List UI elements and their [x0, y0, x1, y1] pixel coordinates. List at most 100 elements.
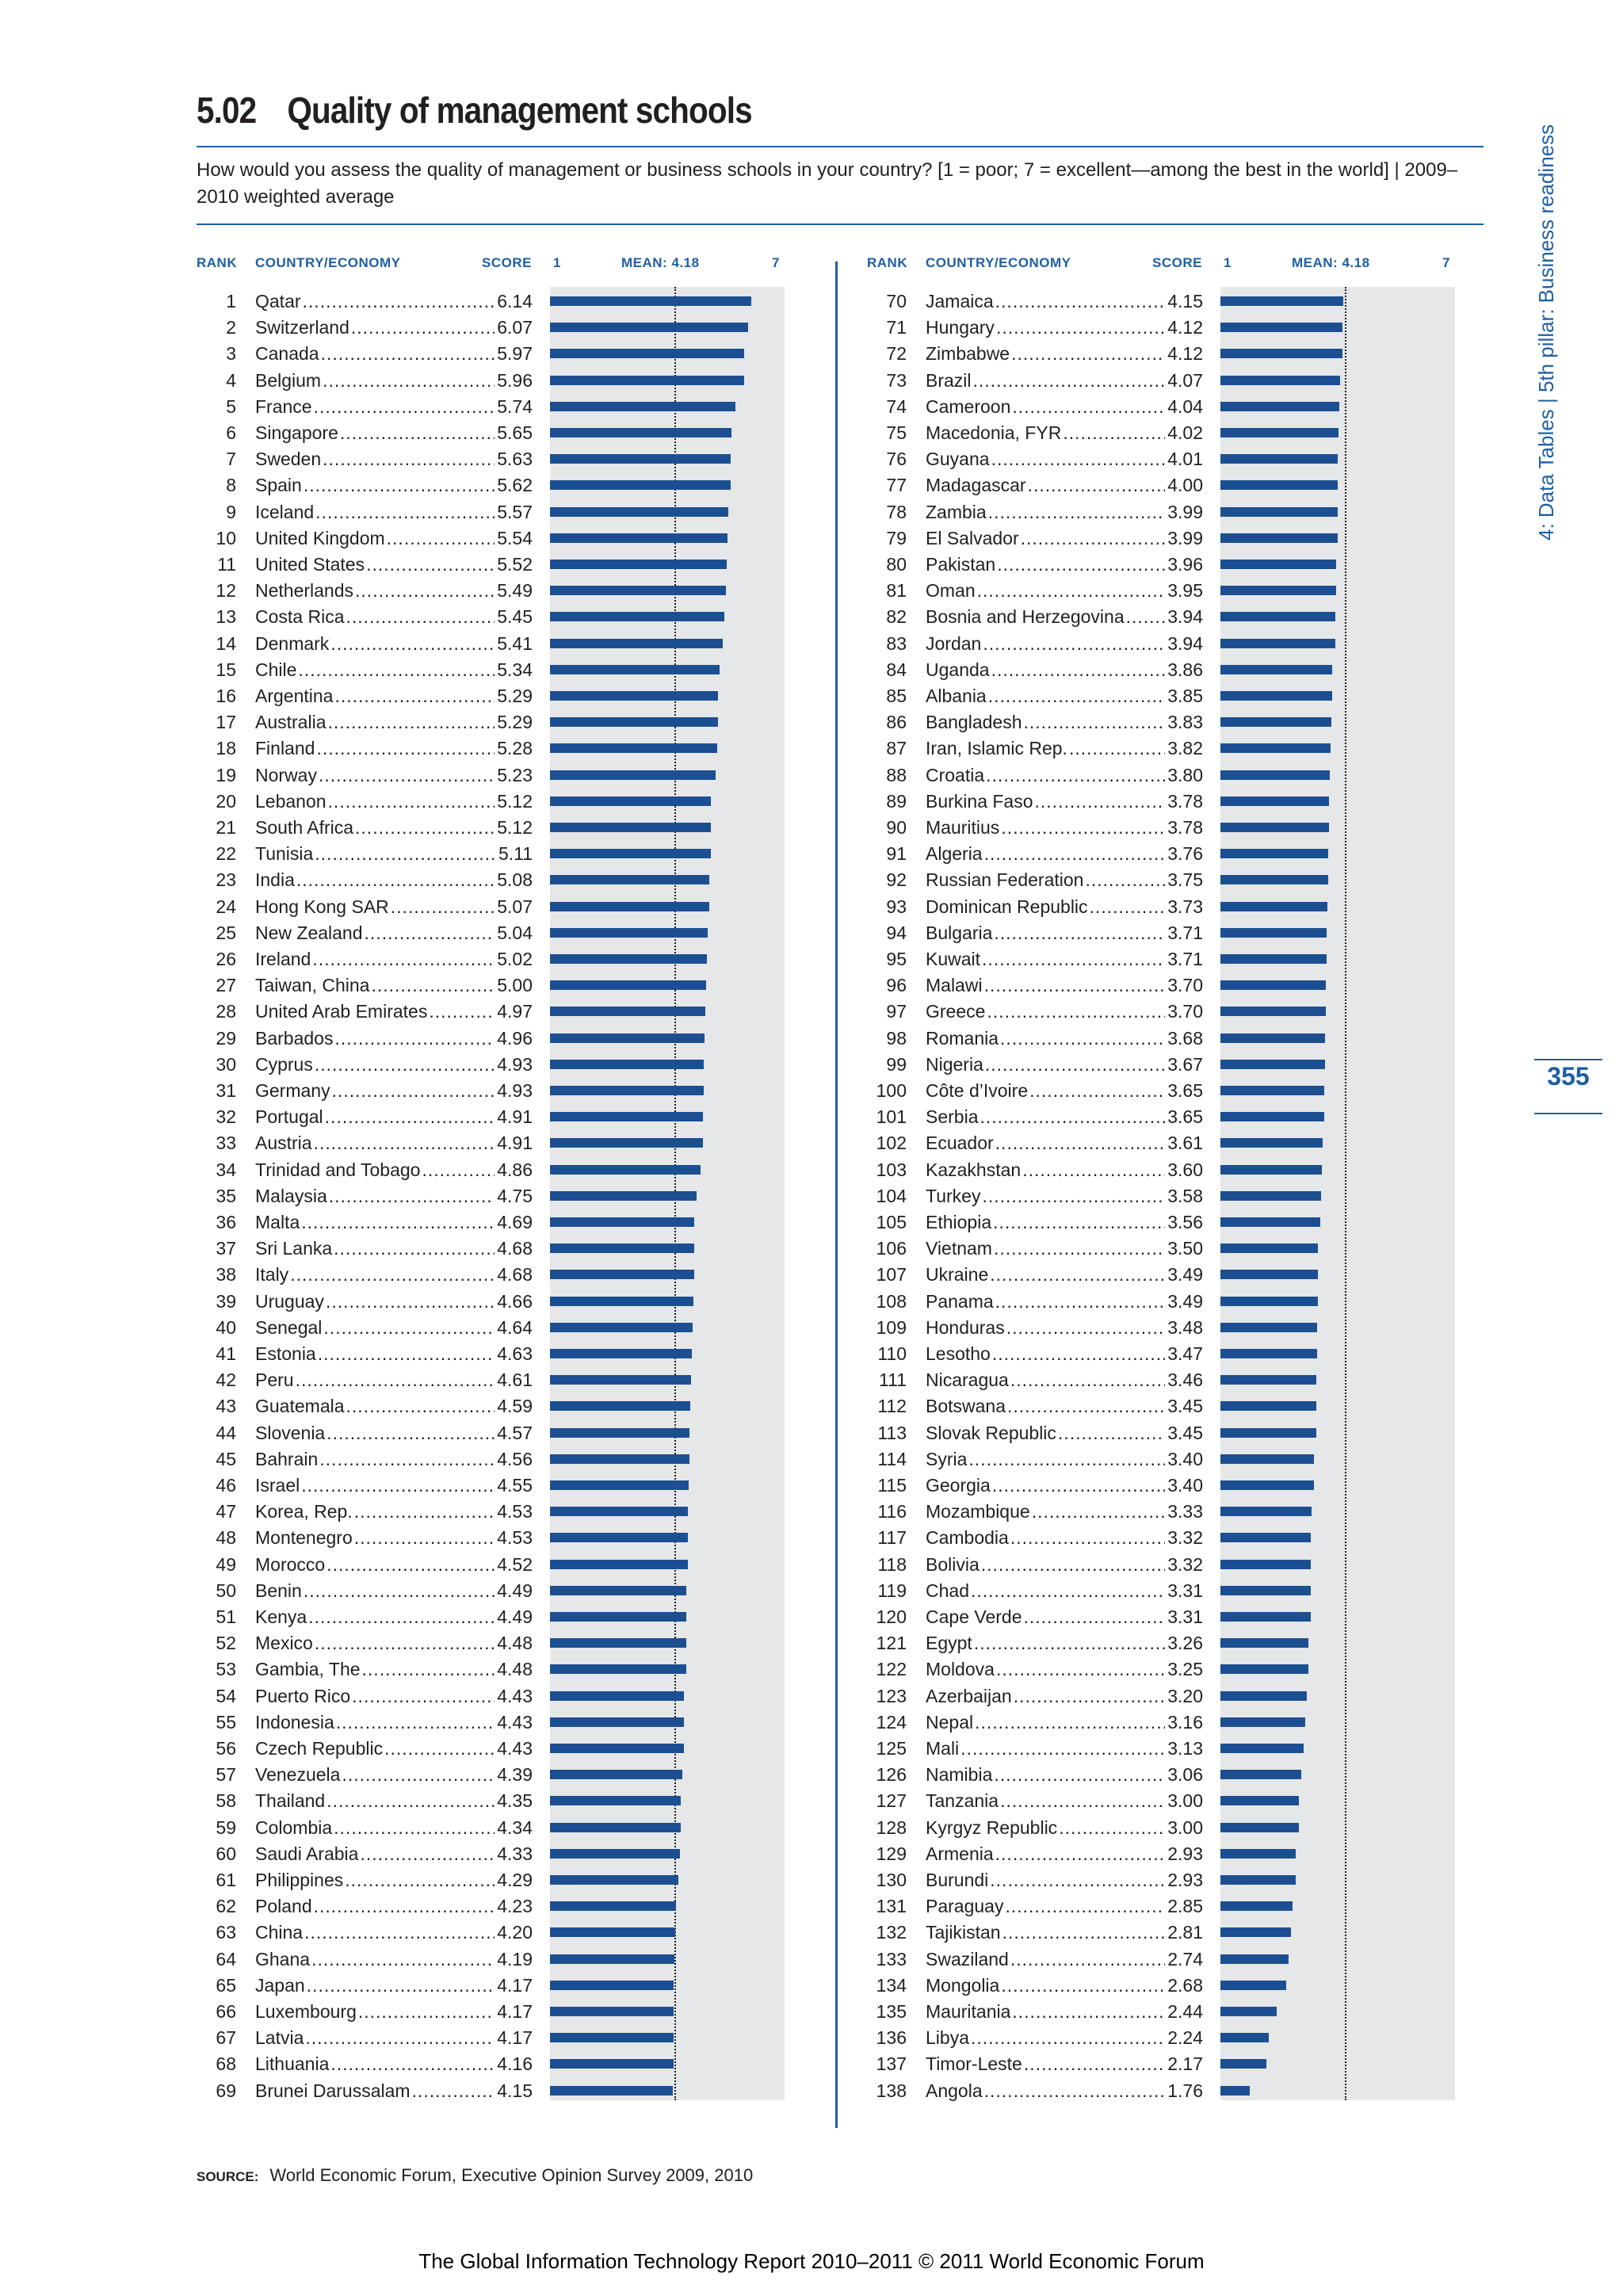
score-value: 4.34 — [495, 1814, 533, 1841]
leader-dots: ........................................… — [301, 1475, 533, 1496]
score-value: 4.16 — [495, 2051, 533, 2078]
bar — [550, 1901, 677, 1912]
score-value: 5.23 — [495, 762, 533, 789]
country-label: Australia — [255, 712, 328, 733]
table-row: 2 Switzerland............................… — [197, 315, 783, 342]
rank-value: 31 — [216, 1080, 236, 1101]
country-name: Austria.................................… — [255, 1130, 533, 1156]
score-value: 5.97 — [495, 341, 533, 368]
rank-value: 70 — [886, 291, 907, 311]
bar — [1220, 1244, 1319, 1254]
table-row: 59 Colombia..............................… — [197, 1814, 783, 1841]
rank-value: 5 — [226, 395, 236, 417]
country-name: Venezuela...............................… — [255, 1762, 533, 1788]
rank-value: 51 — [216, 1606, 236, 1627]
country-label: Kuwait — [926, 949, 983, 969]
rank-value: 2 — [226, 317, 236, 338]
bar — [1220, 560, 1337, 569]
bar — [1220, 1585, 1311, 1595]
country-label: Philippines — [255, 1870, 346, 1890]
table-row: 69 Brunei Darussalam.....................… — [197, 2077, 783, 2104]
country-label: Moldova — [926, 1659, 996, 1680]
score-value: 3.71 — [1165, 946, 1203, 972]
country-label: Malta — [255, 1212, 302, 1232]
score-value: 3.13 — [1165, 1736, 1203, 1762]
rank-value: 27 — [216, 975, 236, 996]
rank-value: 61 — [216, 1870, 236, 1890]
country-name: Iceland.................................… — [255, 499, 533, 525]
bar — [550, 1270, 694, 1280]
country-label: Sri Lanka — [255, 1238, 334, 1259]
question-rule — [197, 223, 1484, 225]
bar — [1220, 1401, 1316, 1412]
country-label: El Salvador — [926, 527, 1021, 548]
score-value: 5.12 — [495, 815, 533, 841]
country-label: Venezuela — [255, 1764, 342, 1786]
bar — [550, 1927, 675, 1938]
score-value: 1.76 — [1165, 2077, 1203, 2104]
rank-value: 103 — [876, 1159, 907, 1180]
table-row: 76 Guyana................................… — [867, 446, 1453, 473]
rank-value: 126 — [876, 1764, 907, 1786]
score-value: 4.02 — [1165, 420, 1203, 446]
country-name: Ecuador.................................… — [926, 1130, 1203, 1156]
country-label: Botswana — [926, 1396, 1008, 1417]
bar — [1220, 375, 1341, 385]
country-label: Malawi — [926, 975, 984, 996]
bar — [550, 1796, 682, 1806]
rank-value: 40 — [216, 1316, 236, 1338]
table-row: 134 Mongolia.............................… — [867, 1972, 1453, 1999]
table-row: 63 China.................................… — [197, 1920, 783, 1946]
bar — [1220, 691, 1332, 701]
table-row: 133 Swaziland............................… — [867, 1946, 1453, 1973]
country-name: Swaziland...............................… — [926, 1946, 1203, 1973]
bar — [1220, 1690, 1307, 1701]
rank-value: 132 — [876, 1922, 907, 1943]
country-label: Greece — [926, 1001, 987, 1022]
bar — [1220, 1507, 1312, 1517]
rank-value: 62 — [216, 1896, 236, 1917]
country-name: Trinidad and Tobago.....................… — [255, 1157, 533, 1183]
country-name: Sweden..................................… — [255, 446, 533, 472]
country-name: Guatemala...............................… — [255, 1393, 533, 1419]
rank-value: 73 — [886, 369, 907, 391]
rank-value: 86 — [886, 712, 907, 733]
rank-value: 41 — [216, 1343, 236, 1364]
bar — [1220, 1980, 1286, 1990]
table-row: 47 Korea, Rep............................… — [197, 1499, 783, 1526]
side-tab: 4: Data Tables | 5th pillar: Business re… — [1534, 97, 1566, 541]
country-label: Kenya — [255, 1606, 309, 1627]
score-value: 4.55 — [495, 1473, 533, 1499]
table-row: 109 Honduras.............................… — [867, 1314, 1453, 1341]
bar — [1220, 1927, 1292, 1938]
bar — [550, 1322, 693, 1332]
table-row: 49 Morocco...............................… — [197, 1551, 783, 1578]
score-value: 3.32 — [1165, 1525, 1203, 1552]
country-label: Angola — [926, 2080, 984, 2101]
country-label: Romania — [926, 1027, 1001, 1049]
score-value: 4.53 — [495, 1525, 533, 1552]
bar — [550, 506, 729, 517]
country-label: Dominican Republic — [926, 896, 1090, 917]
country-name: Dominican Republic......................… — [926, 894, 1203, 920]
score-value: 6.14 — [495, 288, 533, 315]
rank-value: 16 — [216, 686, 236, 706]
score-value: 3.70 — [1165, 972, 1203, 999]
score-value: 5.11 — [495, 841, 533, 868]
country-name: Jordan..................................… — [926, 631, 1203, 657]
country-name: China...................................… — [255, 1920, 533, 1946]
table-row: 24 Hong Kong SAR.........................… — [197, 893, 783, 920]
score-value: 3.47 — [1165, 1341, 1203, 1367]
table-row: 105 Ethiopia.............................… — [867, 1209, 1453, 1236]
country-label: Bosnia and Herzegovina — [926, 606, 1126, 628]
rank-value: 122 — [876, 1659, 907, 1680]
table-row: 10 United Kingdom........................… — [197, 525, 783, 552]
country-label: Kyrgyz Republic — [926, 1817, 1060, 1838]
rank-value: 6 — [226, 422, 236, 443]
table-row: 36 Malta.................................… — [197, 1209, 783, 1236]
country-name: Canada..................................… — [255, 341, 533, 367]
rank-value: 102 — [876, 1133, 907, 1154]
table-row: 66 Luxembourg............................… — [197, 1999, 783, 2025]
rank-value: 107 — [876, 1264, 907, 1286]
country-name: Nepal...................................… — [926, 1710, 1203, 1736]
